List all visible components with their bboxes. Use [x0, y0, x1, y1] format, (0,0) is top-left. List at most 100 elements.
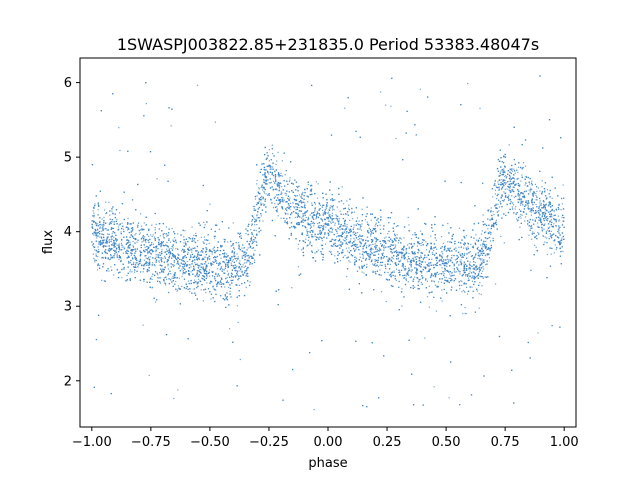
data-point [262, 189, 264, 191]
data-point [109, 238, 111, 241]
data-point [360, 242, 362, 244]
data-point [183, 265, 185, 267]
data-point [359, 240, 361, 242]
data-point [224, 286, 226, 288]
data-point [254, 205, 256, 207]
data-point [107, 233, 109, 235]
data-point [115, 240, 117, 242]
data-point [159, 282, 162, 284]
data-point [192, 239, 194, 241]
data-point [206, 257, 208, 259]
data-point [140, 260, 142, 263]
data-point [268, 173, 270, 175]
data-point [436, 261, 439, 263]
data-point [223, 238, 225, 240]
data-point [288, 205, 290, 207]
data-point [359, 227, 361, 229]
data-point [181, 250, 183, 252]
data-point [405, 275, 407, 277]
data-point [106, 229, 108, 231]
data-point [416, 245, 419, 247]
data-point [416, 241, 419, 243]
data-point [456, 267, 458, 269]
data-point [269, 168, 271, 170]
data-point [480, 233, 483, 235]
data-point [448, 248, 450, 250]
data-point [360, 238, 362, 240]
data-point [307, 222, 309, 224]
data-point [493, 223, 495, 226]
data-point [289, 202, 292, 204]
data-point [302, 216, 304, 218]
data-point [214, 237, 216, 239]
data-point [412, 260, 415, 262]
data-point [256, 214, 258, 216]
data-point [489, 236, 491, 239]
data-point [352, 218, 354, 220]
data-point [202, 241, 204, 243]
data-point [92, 210, 94, 212]
data-point [175, 242, 177, 244]
data-point [402, 265, 405, 267]
data-point [334, 255, 336, 257]
data-point [508, 189, 510, 191]
data-point [497, 203, 499, 206]
data-point [323, 212, 325, 215]
data-point [142, 240, 144, 242]
data-point [403, 237, 405, 239]
data-point [477, 257, 479, 260]
data-point [242, 264, 244, 266]
data-point [233, 255, 235, 257]
data-point [430, 235, 432, 237]
data-point [537, 187, 540, 189]
data-point [442, 261, 445, 263]
data-point [479, 275, 481, 277]
data-point [402, 264, 405, 266]
data-point [488, 257, 491, 259]
data-point [470, 277, 473, 279]
data-point [527, 206, 529, 208]
data-point [371, 259, 373, 261]
data-point [359, 268, 361, 270]
data-point [275, 163, 277, 165]
data-point [534, 183, 536, 185]
data-point [506, 176, 508, 178]
data-point [236, 260, 238, 262]
data-point [496, 197, 498, 200]
data-point [110, 255, 112, 257]
data-point [314, 209, 316, 211]
data-point [541, 186, 543, 188]
data-point [420, 242, 422, 245]
data-point [544, 223, 546, 225]
data-point [530, 187, 532, 189]
data-point [240, 235, 242, 237]
data-point [465, 275, 467, 277]
data-point [272, 166, 274, 168]
data-point [231, 273, 233, 276]
data-point [173, 264, 175, 266]
data-point [209, 203, 211, 205]
data-point [537, 225, 539, 227]
data-point [155, 254, 157, 256]
data-point [114, 242, 116, 244]
data-point [440, 281, 443, 284]
data-point [344, 225, 346, 227]
data-point [543, 201, 545, 203]
data-point [164, 282, 167, 285]
data-point [462, 289, 465, 292]
data-point [212, 260, 214, 263]
data-point [516, 220, 518, 222]
data-point [334, 222, 336, 224]
data-point [116, 253, 118, 255]
data-point [480, 264, 483, 266]
data-point [95, 232, 97, 234]
data-point [239, 270, 241, 272]
data-point [449, 258, 451, 261]
data-point [407, 281, 409, 283]
data-point [495, 219, 497, 221]
data-point [166, 235, 168, 237]
data-point [513, 196, 515, 198]
data-point [400, 238, 402, 240]
data-point [468, 268, 470, 270]
data-point [304, 202, 306, 204]
